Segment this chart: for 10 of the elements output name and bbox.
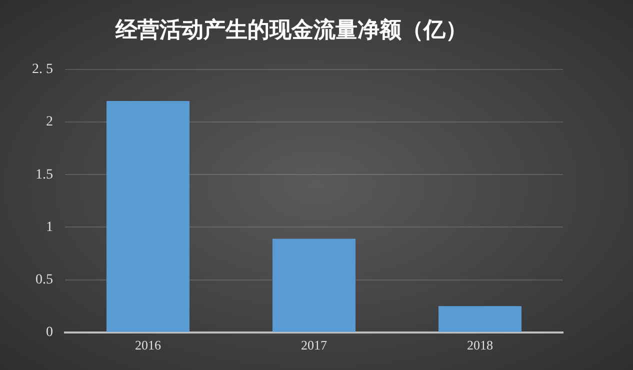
x-tick-label: 2016 — [135, 338, 162, 353]
y-tick-label: 2 — [46, 114, 53, 130]
y-tick-label: 1.5 — [36, 167, 53, 182]
x-tick-label: 2018 — [467, 338, 493, 353]
y-tick-label: 0.5 — [36, 272, 53, 288]
x-tick-label: 2017 — [301, 338, 328, 353]
chart-title: 经营活动产生的现金流量净额（亿） — [114, 16, 468, 43]
y-tick-label: 1 — [46, 220, 53, 235]
y-tick-label: 2. 5 — [32, 62, 53, 78]
y-tick-label: 0 — [46, 325, 53, 340]
